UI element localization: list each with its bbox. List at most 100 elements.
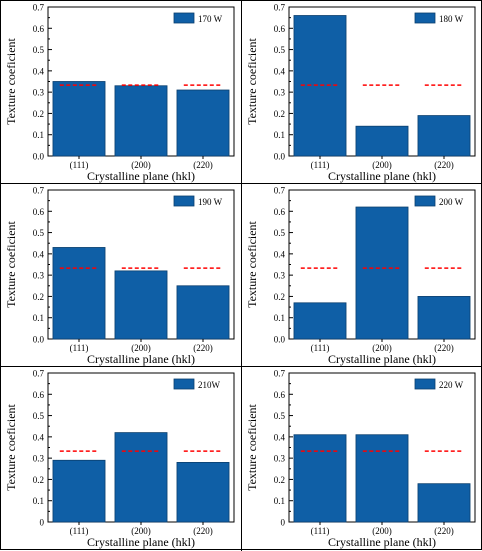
y-tick-label: 0.3 xyxy=(274,271,286,281)
x-tick-label: (220) xyxy=(434,343,454,353)
bar-220 xyxy=(176,89,230,157)
chart-panel-200w: 0.0 0.1 0.2 0.3 0.4 0.5 0.6 0.7 (111) (200) (220) C… xyxy=(242,184,482,366)
x-tick-label: (200) xyxy=(372,160,392,170)
y-tick-label: 0.1 xyxy=(274,130,285,140)
y-tick-label: 0.3 xyxy=(33,88,45,98)
y-tick-label: 0.4 xyxy=(33,66,45,76)
bar-200 xyxy=(114,432,168,523)
bar-220 xyxy=(417,483,471,523)
x-tick-label: (200) xyxy=(131,160,151,170)
legend-label: 170 W xyxy=(198,14,223,24)
y-tick-label: 0.0 xyxy=(274,152,286,162)
bar-111 xyxy=(52,459,106,523)
legend-label: 200 W xyxy=(439,197,464,207)
chart-panel-220w: 0 0.1 0.2 0.3 0.4 0.5 0.6 0.7 (111) (200) (220) Cry… xyxy=(242,367,482,549)
legend-swatch xyxy=(173,12,195,24)
x-tick-label: (220) xyxy=(434,160,454,170)
x-tick-label: (111) xyxy=(311,160,330,170)
y-tick-label: 0.5 xyxy=(274,411,286,421)
bar-200 xyxy=(114,270,168,340)
y-tick-label: 0.6 xyxy=(33,24,45,34)
chart-svg: 0.0 0.1 0.2 0.3 0.4 0.5 0.6 0.7 (111) (200) (220)C… xyxy=(4,186,235,366)
legend-label: 180 W xyxy=(439,14,464,24)
y-tick-label: 0.2 xyxy=(33,292,44,302)
y-tick-label: 0.2 xyxy=(33,475,44,485)
y-tick-label: 0.4 xyxy=(33,432,45,442)
y-tick-label: 0.5 xyxy=(33,45,45,55)
x-axis-label: Crystalline plane (hkl) xyxy=(87,535,195,549)
y-axis-label: Texture coeficient xyxy=(245,37,259,124)
y-tick-label: 0.3 xyxy=(33,454,45,464)
y-tick-label: 0.2 xyxy=(274,475,285,485)
chart-svg: 0.0 0.1 0.2 0.3 0.4 0.5 0.6 0.7 (111) (200) (220)C… xyxy=(245,3,476,183)
bar-220 xyxy=(176,285,230,340)
legend: 210W xyxy=(173,378,221,390)
y-tick-label: 0.3 xyxy=(274,454,286,464)
y-tick-label: 0 xyxy=(281,518,286,528)
y-axis-label: Texture coeficient xyxy=(4,37,18,124)
legend-label: 210W xyxy=(198,380,221,390)
chart-panel-180w: 0.0 0.1 0.2 0.3 0.4 0.5 0.6 0.7 (111) (200) (220) C… xyxy=(242,1,482,183)
chart-svg: 0 0.1 0.2 0.3 0.4 0.5 0.6 0.7 (111) (200) (220)Cry… xyxy=(245,369,476,549)
y-tick-label: 0.6 xyxy=(33,390,45,400)
chart-panel-170w: 0.0 0.1 0.2 0.3 0.4 0.5 0.6 0.7 (111) (200) (220) C… xyxy=(1,1,241,183)
x-axis-label: Crystalline plane (hkl) xyxy=(328,535,436,549)
y-tick-label: 0.1 xyxy=(274,313,285,323)
legend: 190 W xyxy=(173,195,223,207)
x-tick-label: (111) xyxy=(70,343,89,353)
x-tick-label: (220) xyxy=(193,160,213,170)
bar-111 xyxy=(293,434,347,523)
x-axis-label: Crystalline plane (hkl) xyxy=(328,352,436,366)
y-tick-label: 0.4 xyxy=(274,432,286,442)
x-axis-label: Crystalline plane (hkl) xyxy=(328,169,436,183)
y-tick-label: 0.3 xyxy=(33,271,45,281)
chart-svg: 0 0.1 0.2 0.3 0.4 0.5 0.6 0.7 (111) (200) (220)Cry… xyxy=(4,369,235,549)
x-tick-label: (220) xyxy=(434,526,454,536)
y-tick-label: 0.3 xyxy=(274,88,286,98)
y-tick-label: 0.7 xyxy=(33,186,45,196)
bar-111 xyxy=(293,302,347,340)
bar-220 xyxy=(417,115,471,157)
y-axis-label: Texture coeficient xyxy=(4,220,18,307)
y-tick-label: 0.6 xyxy=(274,207,286,217)
chart-panel-210w: 0 0.1 0.2 0.3 0.4 0.5 0.6 0.7 (111) (200) (220) Cry… xyxy=(1,367,241,549)
x-tick-label: (111) xyxy=(311,343,330,353)
legend-swatch xyxy=(414,378,436,390)
y-tick-label: 0.4 xyxy=(274,66,286,76)
y-tick-label: 0.7 xyxy=(33,3,45,13)
y-tick-label: 0.2 xyxy=(33,109,44,119)
legend-swatch xyxy=(173,195,195,207)
grid-divider-horizontal-1 xyxy=(1,183,482,184)
chart-svg: 0.0 0.1 0.2 0.3 0.4 0.5 0.6 0.7 (111) (200) (220)C… xyxy=(245,186,476,366)
y-tick-label: 0.5 xyxy=(33,228,45,238)
bar-200 xyxy=(355,125,409,157)
chart-panel-190w: 0.0 0.1 0.2 0.3 0.4 0.5 0.6 0.7 (111) (200) (220) C… xyxy=(1,184,241,366)
bar-200 xyxy=(355,206,409,340)
bar-200 xyxy=(355,434,409,523)
x-tick-label: (111) xyxy=(70,160,89,170)
y-tick-label: 0.6 xyxy=(274,390,286,400)
y-tick-label: 0.4 xyxy=(33,249,45,259)
legend: 200 W xyxy=(414,195,464,207)
grid-divider-horizontal-2 xyxy=(1,366,482,367)
y-axis-label: Texture coeficient xyxy=(4,403,18,490)
y-tick-label: 0.1 xyxy=(274,496,285,506)
y-tick-label: 0.1 xyxy=(33,313,44,323)
y-tick-label: 0.7 xyxy=(274,186,286,196)
y-tick-label: 0.0 xyxy=(33,335,45,345)
y-axis-label: Texture coeficient xyxy=(245,220,259,307)
legend-label: 220 W xyxy=(439,380,464,390)
legend-label: 190 W xyxy=(198,197,223,207)
x-axis-label: Crystalline plane (hkl) xyxy=(87,352,195,366)
legend: 180 W xyxy=(414,12,464,24)
y-tick-label: 0.4 xyxy=(274,249,286,259)
x-tick-label: (200) xyxy=(131,343,151,353)
legend: 170 W xyxy=(173,12,223,24)
legend-swatch xyxy=(414,195,436,207)
x-tick-label: (200) xyxy=(131,526,151,536)
y-tick-label: 0.7 xyxy=(33,369,45,379)
y-tick-label: 0.0 xyxy=(274,335,286,345)
y-tick-label: 0.1 xyxy=(33,496,44,506)
x-tick-label: (111) xyxy=(70,526,89,536)
